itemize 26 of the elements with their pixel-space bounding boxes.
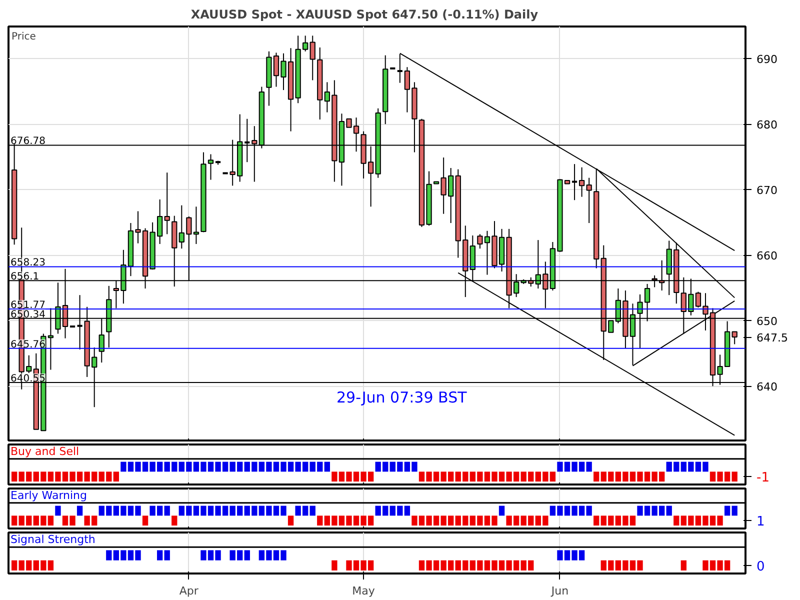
ref-line-label: 640.55 (10, 374, 46, 385)
y-axis-title: Price (12, 32, 36, 42)
ref-line-label: 650.34 (10, 309, 46, 320)
x-tick-label: May (352, 584, 376, 598)
y-tick-label: 680 (756, 118, 778, 132)
ref-line-label: 645.76 (10, 339, 46, 350)
y-tick-label: 670 (756, 184, 778, 198)
ref-line-label: 651.77 (10, 300, 46, 312)
text: -1 (756, 470, 770, 486)
y-tick-label: 650 (756, 315, 778, 328)
ref-line-label: 676.78 (10, 136, 46, 148)
text: 0 (756, 559, 765, 574)
y-tick-label: 647.5 (756, 332, 788, 344)
y-tick-label: 690 (756, 53, 778, 66)
x-tick-label: Apr (179, 584, 199, 598)
chart-title: XAUUSD Spot - XAUUSD Spot 647.50 (-0.11%) Daily (190, 8, 538, 22)
chart-title: Signal Strength (10, 533, 96, 546)
ref-line-label: 656.1 (10, 272, 40, 283)
text: 1 (756, 514, 765, 530)
ref-line-label: 658.23 (10, 258, 46, 269)
x-tick-label: Jun (550, 584, 569, 598)
y-tick-label: 660 (756, 250, 778, 263)
y-tick-label: 640 (756, 380, 778, 394)
chart-title: Early Warning (10, 488, 88, 502)
chart-title: Buy and Sell (10, 444, 80, 458)
annotation: 29-Jun 07:39 BST (336, 388, 468, 406)
